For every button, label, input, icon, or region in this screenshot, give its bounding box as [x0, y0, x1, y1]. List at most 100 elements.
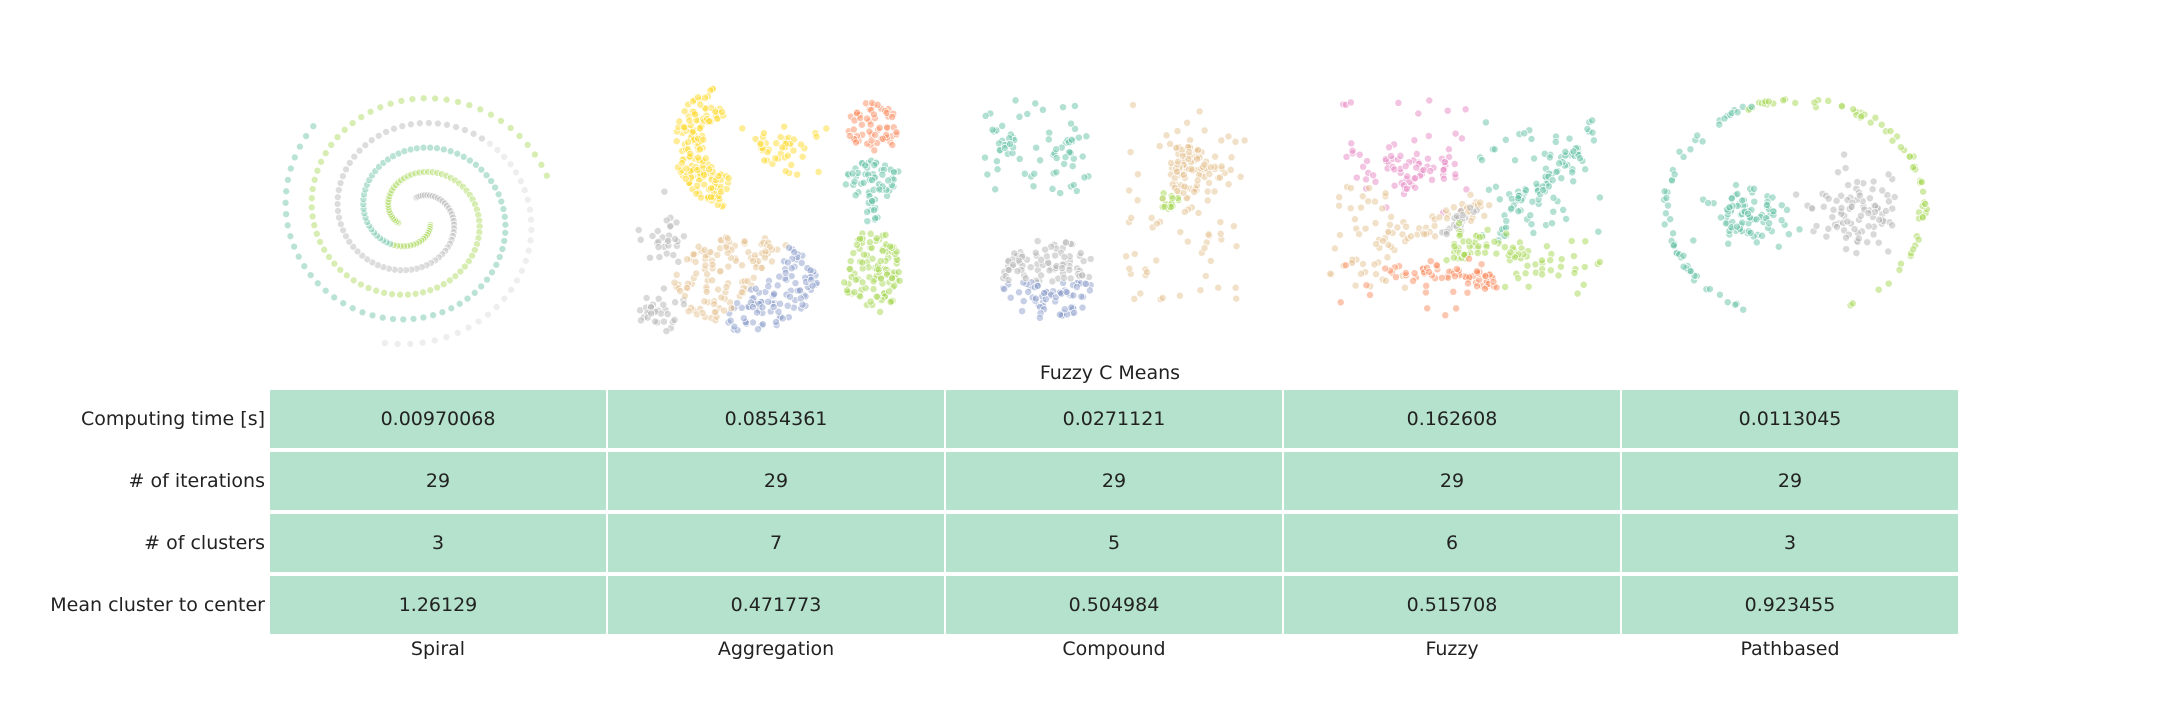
scatter-point	[690, 110, 699, 119]
scatter-point	[1810, 98, 1819, 107]
scatter-point	[1450, 242, 1459, 251]
scatter-point	[1581, 237, 1590, 246]
scatter-point	[1062, 287, 1071, 296]
scatter-point	[1127, 213, 1136, 222]
scatter-point	[361, 213, 370, 222]
scatter-point	[1403, 184, 1411, 193]
scatter-point	[659, 300, 668, 309]
scatter-point	[334, 207, 342, 215]
scatter-point	[1441, 311, 1450, 320]
scatter-point	[1217, 162, 1226, 171]
scatter-point	[309, 122, 318, 131]
scatter-point	[1342, 152, 1351, 161]
scatter-point	[488, 268, 496, 277]
scatter-point	[1390, 165, 1399, 174]
scatter-point	[1052, 154, 1061, 163]
scatter-point	[1450, 160, 1459, 168]
scatter-point	[1542, 242, 1551, 251]
scatter-point	[470, 288, 479, 297]
scatter-point	[1752, 215, 1761, 224]
scatter-point	[695, 145, 704, 154]
scatter-point	[851, 275, 860, 284]
scatter-point	[1205, 169, 1214, 178]
scatter-point	[981, 111, 990, 120]
scatter-point	[1556, 262, 1565, 271]
scatter-point	[1224, 132, 1233, 141]
scatter-point	[1347, 139, 1356, 148]
scatter-point	[1060, 160, 1069, 168]
scatter-point	[1474, 242, 1483, 251]
scatter-point	[367, 136, 376, 145]
scatter-point	[1828, 213, 1837, 222]
scatter-point	[419, 313, 428, 322]
scatter-point	[336, 179, 345, 187]
scatter-point	[1060, 273, 1069, 282]
scatter-point	[1018, 307, 1027, 316]
scatter-point	[1060, 253, 1069, 262]
scatter-point	[701, 104, 710, 113]
scatter-point	[396, 290, 404, 299]
scatter-point	[1194, 146, 1203, 154]
scatter-point	[1917, 177, 1926, 186]
scatter-point	[1362, 281, 1371, 290]
scatter-point	[1481, 118, 1490, 127]
scatter-point	[1451, 129, 1460, 138]
scatter-point	[1475, 233, 1484, 242]
column-label: Pathbased	[1740, 638, 1840, 660]
scatter-point	[1455, 231, 1464, 240]
scatter-point	[1865, 194, 1874, 203]
scatter-point	[465, 101, 474, 109]
scatter-point	[1552, 168, 1561, 176]
scatter-point	[756, 139, 765, 148]
scatter-point	[870, 161, 879, 170]
scatter-point	[386, 99, 395, 108]
scatter-point	[407, 120, 415, 129]
scatter-point	[1843, 217, 1852, 226]
scatter-point	[1520, 129, 1529, 138]
column-label: Spiral	[410, 638, 466, 660]
scatter-point	[1180, 207, 1189, 216]
scatter-point	[852, 138, 860, 147]
scatter-point	[672, 270, 681, 279]
scatter-point	[1125, 186, 1134, 195]
scatter-point	[419, 94, 428, 103]
scatter-point	[1038, 105, 1047, 114]
scatter-point	[442, 333, 451, 341]
scatter-point	[427, 259, 435, 267]
scatter-point	[1747, 102, 1756, 111]
scatter-point	[659, 284, 668, 293]
scatter-point	[385, 264, 393, 273]
scatter-point	[1819, 202, 1828, 211]
table-cell: 0.0113045	[1622, 390, 1958, 448]
scatter-point	[429, 311, 437, 320]
scatter-point	[698, 309, 707, 317]
scatter-point	[683, 283, 691, 292]
scatter-point	[1679, 251, 1688, 260]
scatter-point	[733, 299, 742, 308]
scatter-point	[783, 151, 792, 160]
scatter-point	[453, 149, 462, 158]
scatter-point	[1015, 112, 1024, 121]
scatter-point	[796, 140, 805, 149]
scatter-point	[875, 185, 884, 194]
scatter-point	[1232, 294, 1241, 303]
scatter-point	[876, 307, 885, 316]
scatter-point	[492, 303, 501, 311]
scatter-point	[642, 294, 651, 302]
scatter-point	[1210, 187, 1219, 196]
scatter-point	[812, 132, 821, 141]
scatter-point	[1361, 224, 1370, 233]
scatter-point	[1335, 231, 1344, 239]
scatter-point	[874, 265, 883, 274]
scatter-point	[700, 180, 709, 189]
scatter-point	[1725, 203, 1734, 212]
scatter-point	[1522, 186, 1530, 195]
scatter-point	[426, 143, 435, 152]
scatter-point	[1466, 190, 1475, 199]
scatter-point	[1871, 113, 1880, 122]
scatter-point	[875, 123, 884, 132]
scatter-point	[1381, 189, 1390, 198]
scatter-point	[1390, 181, 1399, 190]
scatter-point	[1078, 271, 1087, 280]
scatter-point	[1449, 287, 1458, 296]
